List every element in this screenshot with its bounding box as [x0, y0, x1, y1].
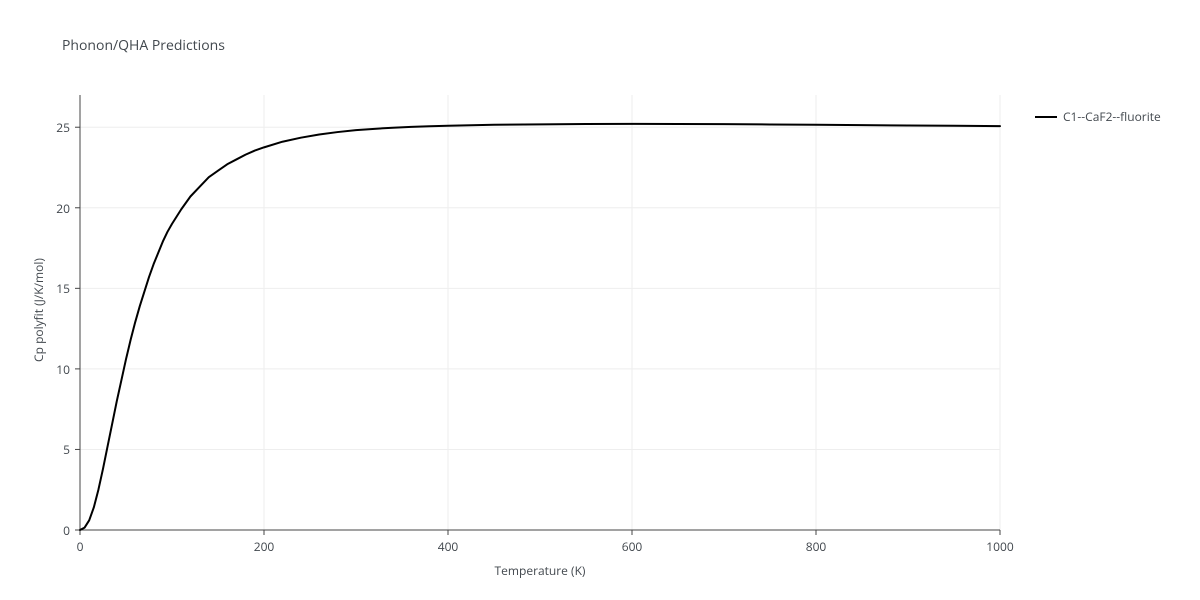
y-tick-label: 0: [40, 522, 70, 539]
x-tick-label: 1000: [980, 538, 1020, 555]
y-tick-label: 15: [40, 280, 70, 297]
legend-swatch: [1035, 116, 1057, 118]
x-tick-label: 200: [244, 538, 284, 555]
y-tick-label: 10: [40, 361, 70, 378]
plot-svg: [0, 0, 1200, 600]
chart-container: { "chart": { "type": "line", "title": "P…: [0, 0, 1200, 600]
y-tick-label: 5: [40, 441, 70, 458]
y-axis-label: Cp polyfit (J/K/mol): [30, 200, 47, 420]
x-tick-label: 400: [428, 538, 468, 555]
chart-title: Phonon/QHA Predictions: [62, 36, 225, 55]
y-tick-label: 20: [40, 200, 70, 217]
series-line: [80, 124, 1000, 530]
y-tick-label: 25: [40, 119, 70, 136]
x-tick-label: 800: [796, 538, 836, 555]
x-tick-label: 600: [612, 538, 652, 555]
legend: C1--CaF2--fluorite: [1035, 108, 1161, 125]
legend-label: C1--CaF2--fluorite: [1063, 108, 1161, 125]
x-axis-label: Temperature (K): [0, 562, 1080, 579]
x-tick-label: 0: [60, 538, 100, 555]
